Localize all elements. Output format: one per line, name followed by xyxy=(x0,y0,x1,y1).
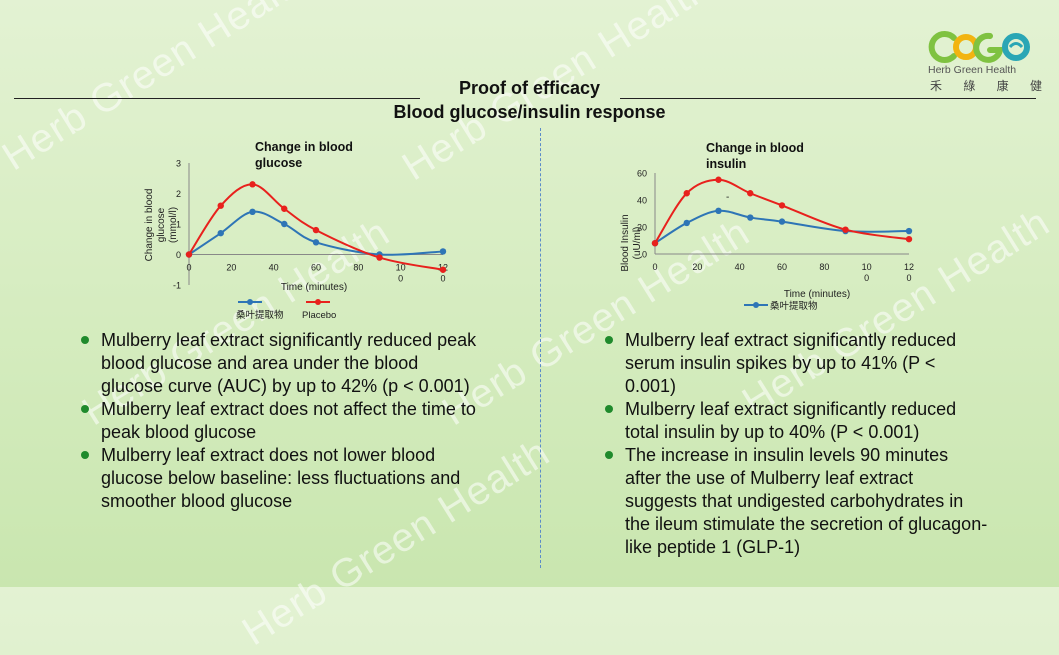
insulin-chart-ylabel: Blood Insulin xyxy=(620,214,631,271)
bullet-icon xyxy=(81,336,89,344)
glucose-data-point xyxy=(312,226,320,234)
insulin-xtick-label: 0 xyxy=(864,273,869,283)
insulin-chart-legend: 桑叶提取物 xyxy=(744,300,818,312)
glucose-chart-ylabel-3: (mmol/l) xyxy=(168,207,179,243)
insulin-data-point xyxy=(715,207,722,214)
bullet-icon xyxy=(605,451,613,459)
insulin-data-point xyxy=(683,219,690,227)
page-title: Proof of efficacy xyxy=(458,78,601,98)
glucose-data-point xyxy=(185,251,193,258)
glucose-series-line-1 xyxy=(188,183,444,271)
insulin-chart-xlabel: Time (minutes) xyxy=(784,289,850,300)
title-rule-left xyxy=(14,98,420,99)
glucose-data-point xyxy=(217,229,224,237)
glucose-legend-placebo: Placebo xyxy=(302,310,336,321)
glucose-data-point xyxy=(439,248,447,255)
list-item: Mulberry leaf extract significantly redu… xyxy=(604,329,989,398)
glucose-series-line-0 xyxy=(188,210,444,256)
insulin-xtick-label: 80 xyxy=(819,262,829,272)
insulin-data-point xyxy=(715,176,722,183)
glucose-ytick-label: 0 xyxy=(176,250,181,260)
insulin-data-point xyxy=(778,218,786,225)
insulin-data-point xyxy=(747,190,754,197)
glucose-ytick-label: 1 xyxy=(176,220,181,230)
page-subtitle: Blood glucose/insulin response xyxy=(393,102,666,122)
glucose-data-point xyxy=(376,254,383,261)
glucose-data-point xyxy=(376,251,383,258)
list-item: Mulberry leaf extract significantly redu… xyxy=(80,329,480,398)
glucose-data-point xyxy=(281,220,288,228)
glucose-xtick-label: 0 xyxy=(398,274,403,284)
glucose-ytick-label: -1 xyxy=(173,281,181,291)
insulin-ytick-label: 0 xyxy=(642,250,647,260)
glucose-legend-extract: 桑叶提取物 xyxy=(236,309,284,321)
bullet-icon xyxy=(605,405,613,413)
list-item: Mulberry leaf extract does not affect th… xyxy=(80,398,480,444)
insulin-ytick-label: 40 xyxy=(637,196,647,206)
insulin-chart-title-line1: Change in blood xyxy=(706,141,804,155)
glucose-data-point xyxy=(312,239,320,246)
bullet-icon xyxy=(81,451,89,459)
insulin-chart-annotation: - xyxy=(726,192,729,203)
glucose-xtick-label: 10 xyxy=(396,263,406,273)
insulin-xtick-label: 12 xyxy=(904,262,914,272)
insulin-data-point xyxy=(842,227,849,235)
list-item: Mulberry leaf extract significantly redu… xyxy=(604,398,989,444)
glucose-data-point xyxy=(281,205,288,212)
glucose-xtick-label: 0 xyxy=(440,274,445,284)
glucose-data-point xyxy=(185,251,193,258)
glucose-xtick-label: 20 xyxy=(226,263,236,273)
glucose-data-point xyxy=(439,266,447,273)
glucose-data-point xyxy=(249,208,256,215)
logo-english-name: Herb Green Health xyxy=(928,64,1017,76)
insulin-xtick-label: 10 xyxy=(862,262,872,272)
glucose-chart-title-line2: glucose xyxy=(255,156,302,170)
bullet-icon xyxy=(81,405,89,413)
insulin-data-point xyxy=(651,240,659,247)
insulin-ytick-label: 60 xyxy=(637,169,647,179)
column-divider xyxy=(540,128,541,568)
insulin-ytick-label: 20 xyxy=(637,223,647,233)
glucose-data-point xyxy=(217,202,224,209)
insulin-data-point xyxy=(842,226,849,233)
insulin-data-point xyxy=(683,190,690,197)
list-item: Mulberry leaf extract does not lower blo… xyxy=(80,444,480,513)
insulin-xtick-label: 0 xyxy=(652,262,657,272)
insulin-xtick-label: 0 xyxy=(906,273,911,283)
left-findings-list: Mulberry leaf extract significantly redu… xyxy=(80,329,480,513)
insulin-series-line-1 xyxy=(654,178,910,244)
insulin-data-point xyxy=(778,202,786,209)
brand-logo: Herb Green Health 禾 綠 康 健 xyxy=(928,30,1042,94)
insulin-chart-ylabel-2: (uU/ml) xyxy=(632,227,643,260)
insulin-xtick-label: 40 xyxy=(735,262,745,272)
insulin-chart-title-line2: insulin xyxy=(706,157,746,171)
list-item: The increase in insulin levels 90 minute… xyxy=(604,444,989,559)
insulin-xtick-label: 60 xyxy=(777,262,787,272)
glucose-chart-xlabel: Time (minutes) xyxy=(281,282,347,293)
logo-chinese-name: 禾 綠 康 健 xyxy=(930,79,1052,93)
glucose-chart-legend: 桑叶提取物 Placebo xyxy=(236,299,336,321)
glucose-chart-ylabel-2: glucose xyxy=(156,207,167,242)
glucose-xtick-label: 12 xyxy=(438,263,448,273)
glucose-xtick-label: 60 xyxy=(311,263,321,273)
logo-mark-icon xyxy=(928,31,1030,63)
glucose-data-point xyxy=(249,181,256,188)
insulin-data-point xyxy=(905,227,913,235)
title-rule-right xyxy=(620,98,1036,99)
glucose-ytick-label: 2 xyxy=(176,189,181,199)
glucose-xtick-label: 80 xyxy=(353,263,363,273)
glucose-ytick-label: 3 xyxy=(176,159,181,169)
insulin-data-point xyxy=(747,214,754,221)
insulin-xtick-label: 20 xyxy=(692,262,702,272)
insulin-data-point xyxy=(905,235,913,243)
right-findings-list: Mulberry leaf extract significantly redu… xyxy=(604,329,989,559)
glucose-xtick-label: 0 xyxy=(186,263,191,273)
glucose-chart-ylabel: Change in blood xyxy=(144,189,155,262)
insulin-legend-extract: 桑叶提取物 xyxy=(770,300,818,312)
bullet-icon xyxy=(605,336,613,344)
insulin-data-point xyxy=(651,240,659,247)
insulin-series-line-0 xyxy=(654,209,910,245)
glucose-chart-title-line1: Change in blood xyxy=(255,140,353,154)
glucose-xtick-label: 40 xyxy=(269,263,279,273)
